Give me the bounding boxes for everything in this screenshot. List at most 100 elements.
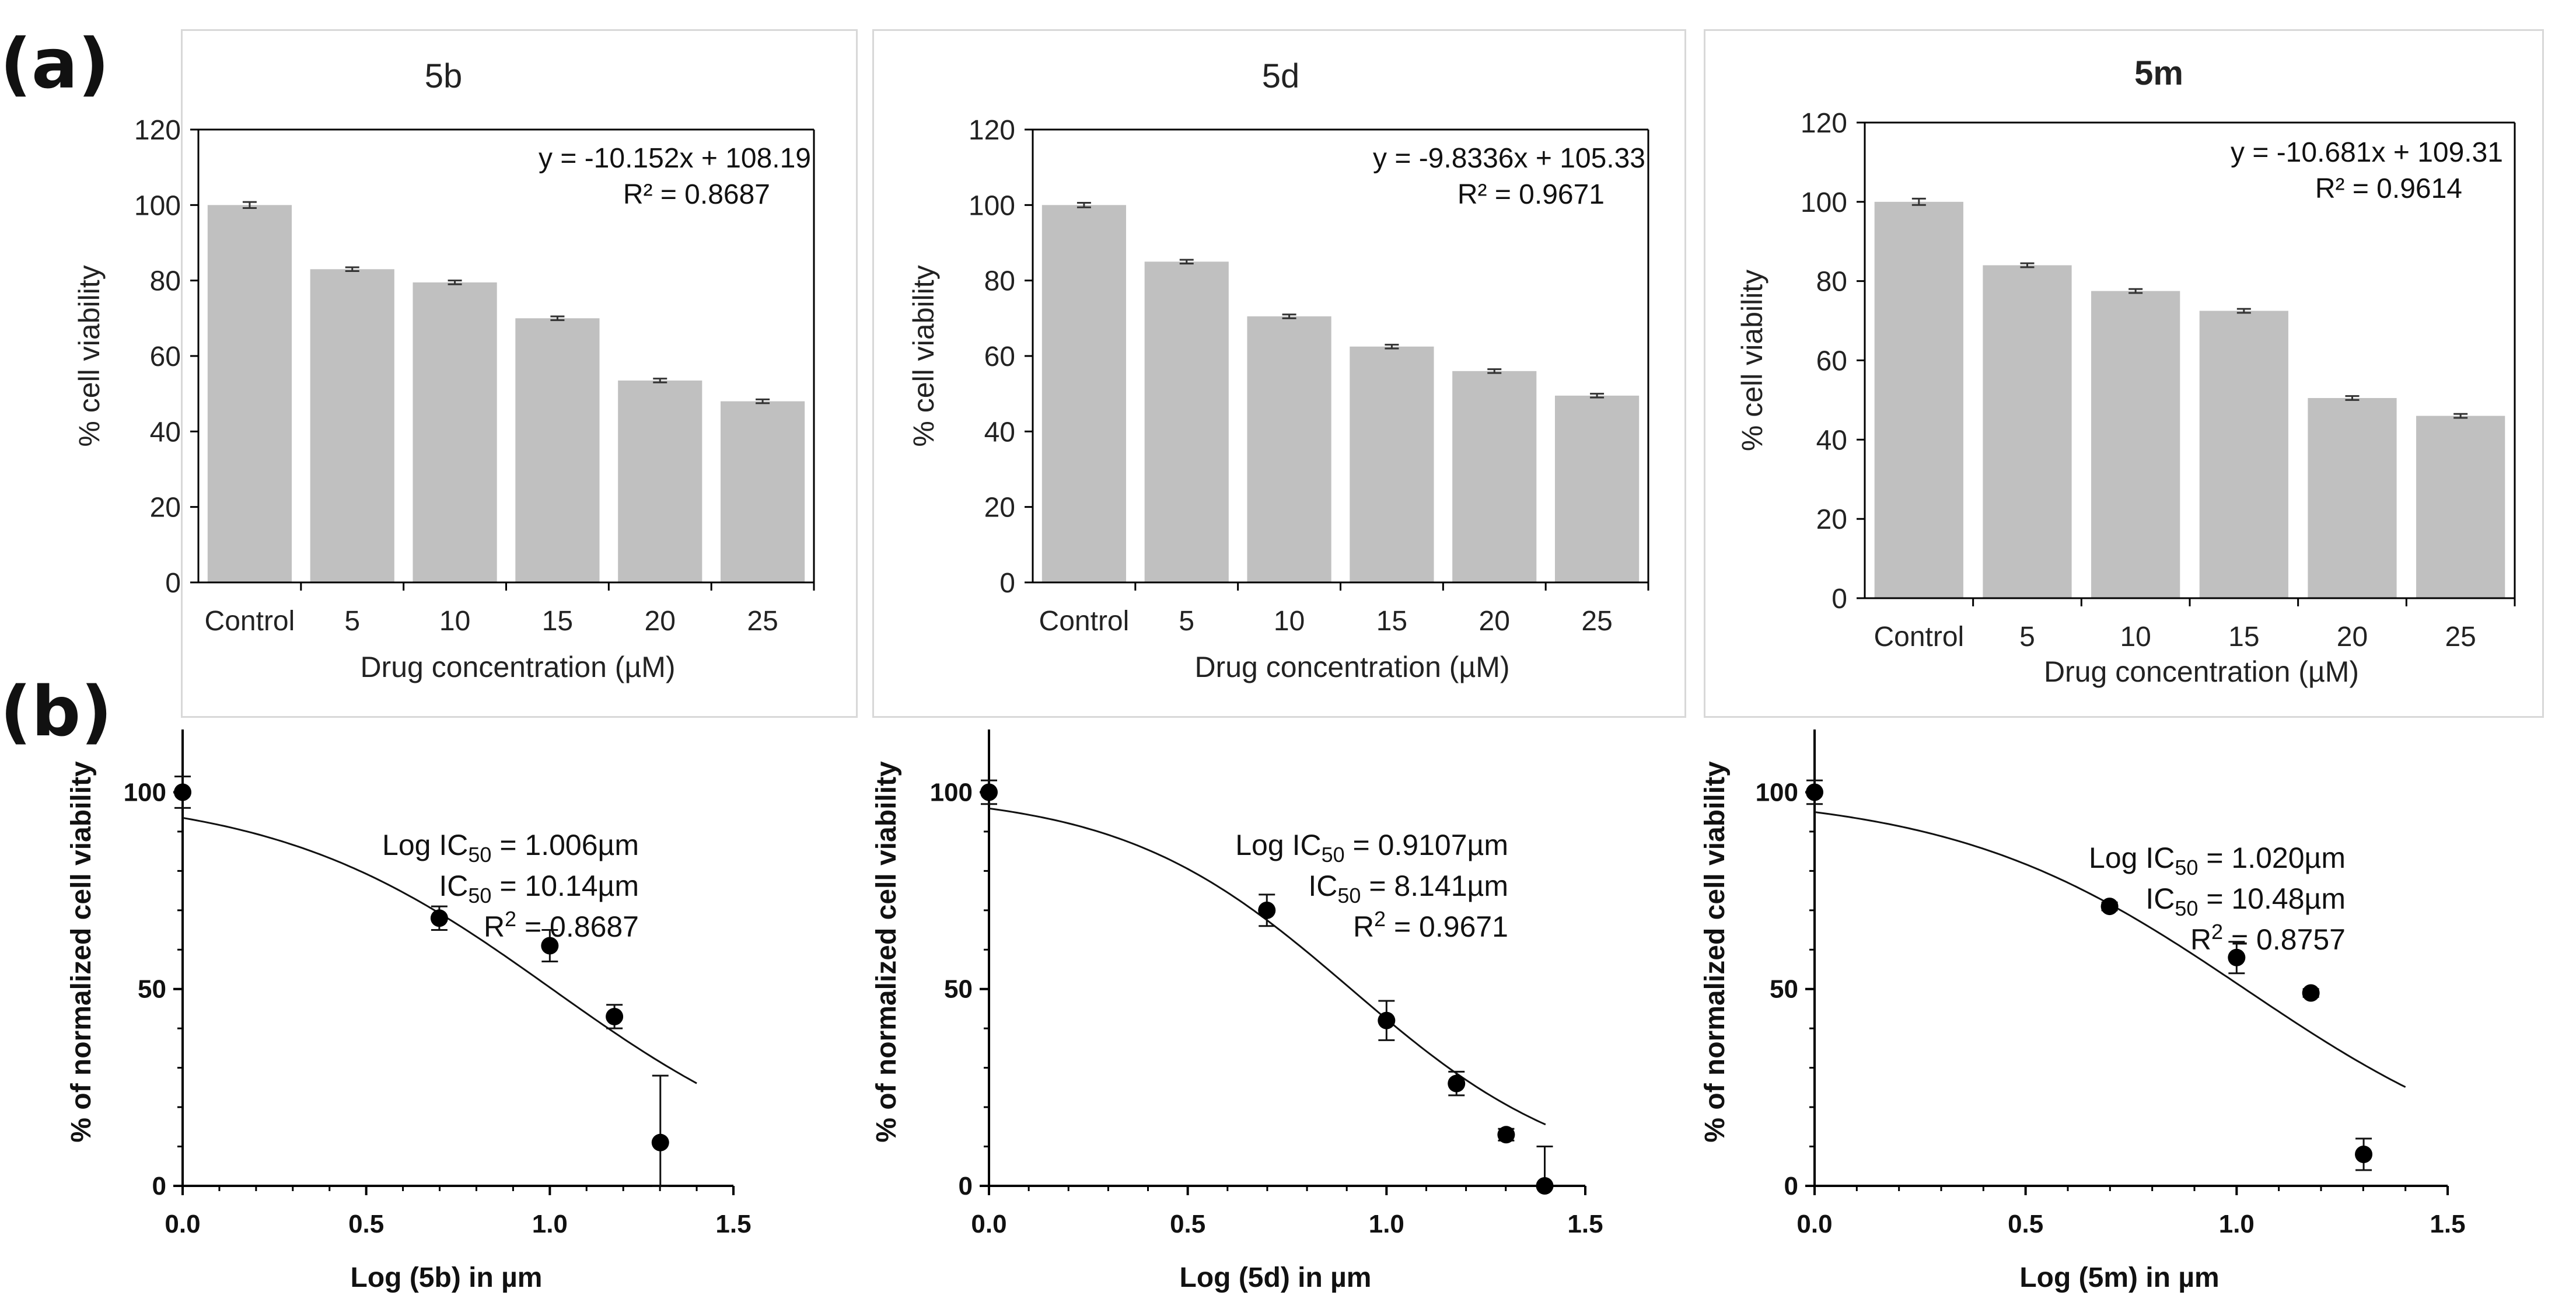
y-tick-label: 0: [999, 568, 1015, 599]
y-tick-label: 60: [150, 341, 181, 372]
bar-5: [1144, 261, 1229, 582]
x-tick-label: 0.5: [1170, 1210, 1205, 1238]
x-axis-label: Log (5d) in µm: [1180, 1262, 1372, 1293]
ic50-label: IC50 = 8.141µm: [1308, 870, 1508, 907]
y-tick-label: 0: [1831, 584, 1847, 615]
y-tick-label: 100: [1756, 778, 1798, 807]
dose-response-chart-1: 0 50 100 0.0 0.5 1.0 1.5 Log IC50 = 1.006µmIC50…: [66, 729, 752, 1293]
data-point: [2228, 948, 2246, 966]
y-tick-label: 80: [150, 266, 181, 297]
x-tick-label: 25: [1581, 606, 1612, 637]
data-point: [541, 937, 559, 955]
data-point: [174, 783, 191, 801]
y-tick-label: 60: [984, 341, 1015, 372]
data-point: [1378, 1011, 1396, 1029]
y-tick-label: 20: [1816, 504, 1847, 535]
bar-20: [1452, 371, 1537, 582]
bar-25: [2416, 416, 2505, 598]
log-ic50-label: Log IC50 = 0.9107µm: [1235, 829, 1508, 867]
x-tick-label: 20: [2337, 622, 2368, 652]
data-point: [430, 909, 448, 927]
panel-a-frame-2: [872, 29, 1686, 718]
panel-label-a: (a): [0, 23, 110, 104]
y-tick-label: 100: [969, 190, 1015, 221]
x-tick-label: 15: [542, 606, 573, 637]
bar-chart-2: 5d Control 5 10 15 20 25 0 20 40 60 80 100 120 Drug co…: [907, 57, 1649, 683]
x-tick-label: 1.5: [715, 1210, 751, 1238]
x-tick-label: 5: [344, 606, 360, 637]
data-point: [651, 1133, 669, 1151]
panel-a-frame-3: [1704, 29, 2544, 718]
x-tick-label: 15: [1376, 606, 1407, 637]
x-tick-label: 0.5: [2008, 1210, 2043, 1238]
bar-10: [2091, 291, 2180, 598]
panel-a-frame-1: [181, 29, 858, 718]
x-tick-label: 1.5: [2430, 1210, 2465, 1238]
y-axis-label: % cell viability: [73, 265, 106, 446]
y-tick-label: 100: [124, 778, 166, 807]
x-tick-label: 1.0: [2219, 1210, 2255, 1238]
x-tick-label: 10: [439, 606, 470, 637]
bar-Control: [1874, 201, 1963, 598]
data-point: [1497, 1126, 1515, 1144]
chart-title: 5d: [1262, 57, 1300, 95]
r-squared-label: R2 = 0.8757: [2190, 920, 2346, 956]
bar-20: [618, 381, 702, 582]
x-tick-label: 0.5: [348, 1210, 384, 1238]
bar-Control: [207, 205, 292, 582]
x-tick-label: 0.0: [165, 1210, 200, 1238]
y-tick-label: 120: [969, 115, 1015, 146]
x-tick-label: 5: [1179, 606, 1194, 637]
x-tick-label: 25: [2445, 622, 2476, 652]
bar-5: [310, 269, 394, 582]
data-point: [2355, 1146, 2373, 1164]
data-point: [606, 1007, 624, 1025]
y-tick-label: 0: [1784, 1172, 1798, 1200]
x-tick-label: 20: [1479, 606, 1510, 637]
x-tick-label: 15: [2228, 622, 2259, 652]
x-axis-label: Log (5m) in µm: [2019, 1262, 2219, 1293]
data-point: [1258, 901, 1276, 919]
y-axis-label: % of normalized cell viability: [66, 761, 97, 1143]
x-tick-label: 1.0: [1369, 1210, 1404, 1238]
log-ic50-label: Log IC50 = 1.020µm: [2089, 842, 2346, 879]
data-point: [1448, 1074, 1466, 1092]
x-tick-label: 0.0: [1796, 1210, 1832, 1238]
x-tick-label: 0.0: [971, 1210, 1006, 1238]
x-tick-label: 5: [2019, 622, 2035, 652]
regression-equation: y = -10.681x + 109.31: [2231, 137, 2503, 168]
y-axis-label: % cell viability: [907, 265, 940, 446]
y-tick-label: 50: [944, 975, 973, 1004]
dose-response-chart-3: 0 50 100 0.0 0.5 1.0 1.5 Log IC50 = 1.020µmIC50…: [1700, 729, 2466, 1293]
y-tick-label: 40: [1816, 425, 1847, 456]
r-squared-label: R2 = 0.8687: [484, 907, 639, 943]
ic50-label: IC50 = 10.48µm: [2145, 882, 2346, 920]
r-squared: R² = 0.8687: [623, 179, 770, 210]
bar-15: [515, 318, 600, 582]
r-squared: R² = 0.9671: [1457, 179, 1605, 210]
x-tick-label: 1.5: [1567, 1210, 1603, 1238]
data-point: [1806, 783, 1823, 801]
regression-equation: y = -9.8336x + 105.33: [1373, 143, 1645, 174]
bar-25: [1554, 395, 1640, 582]
y-tick-label: 100: [1801, 187, 1847, 218]
data-point: [2100, 898, 2119, 916]
x-tick-label: 25: [747, 606, 778, 637]
x-tick-label: 1.0: [532, 1210, 568, 1238]
bar-10: [1247, 316, 1331, 582]
y-tick-label: 120: [134, 115, 181, 146]
bar-5: [1983, 265, 2072, 598]
r-squared-label: R2 = 0.9671: [1353, 907, 1508, 943]
chart-title: 5b: [425, 57, 463, 95]
x-tick-label: Control: [1874, 622, 1964, 652]
y-tick-label: 80: [984, 266, 1015, 297]
x-axis-label: Drug concentration (µM): [2044, 655, 2359, 688]
log-ic50-label: Log IC50 = 1.006µm: [382, 829, 639, 867]
y-axis-label: % of normalized cell viability: [871, 761, 902, 1143]
x-tick-label: Control: [1039, 606, 1130, 637]
data-point: [980, 783, 998, 801]
bar-25: [720, 401, 805, 582]
y-axis-label: % cell viability: [1736, 270, 1768, 451]
